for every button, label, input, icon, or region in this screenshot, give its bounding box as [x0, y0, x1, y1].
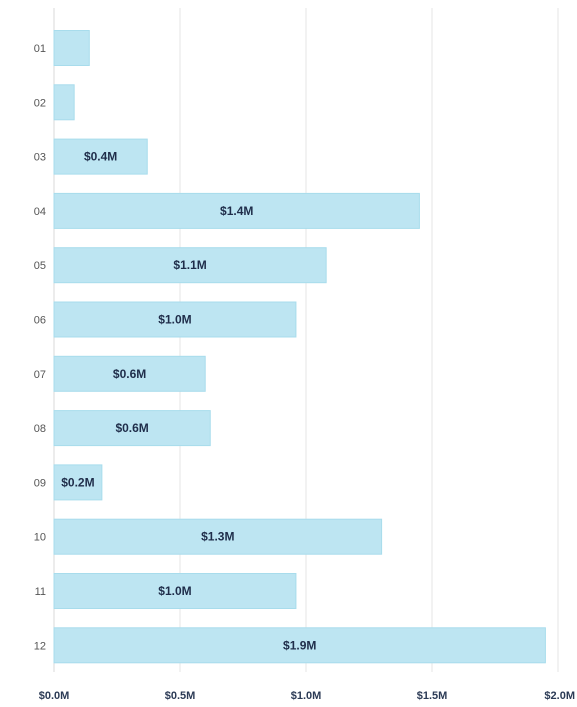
category-label-12: 12	[34, 640, 46, 652]
data-label-09: $0.2M	[61, 475, 94, 489]
bar-06[interactable]	[53, 301, 297, 338]
category-label-03: 03	[34, 152, 46, 164]
x-tick-label-4: $2.0M	[544, 690, 575, 702]
x-tick-label-2: $1.0M	[291, 690, 322, 702]
category-axis: 01 02 03 04 05 06 07 08 09 10 11 12	[34, 43, 46, 652]
data-label-05: $1.1M	[173, 258, 206, 272]
bar-12[interactable]	[53, 627, 546, 664]
gridlines	[53, 8, 559, 672]
bar-02[interactable]	[53, 84, 75, 121]
data-labels: $0.4M $1.4M $1.1M $1.0M $0.6M $0.6M $0.2M $1.3M…	[61, 150, 316, 653]
bar-05[interactable]	[53, 247, 327, 284]
bar-03[interactable]	[53, 138, 148, 175]
bar-11[interactable]	[53, 573, 297, 609]
bar-08[interactable]	[53, 410, 211, 447]
data-label-12: $1.9M	[283, 638, 316, 652]
category-label-01: 01	[34, 43, 46, 55]
value-axis: $0.0M $0.5M $1.0M $1.5M $2.0M	[39, 690, 575, 702]
category-label-05: 05	[34, 260, 46, 272]
category-label-11: 11	[35, 586, 46, 598]
bar-09[interactable]	[53, 464, 103, 501]
data-label-06: $1.0M	[158, 313, 191, 327]
category-label-02: 02	[34, 97, 46, 109]
data-label-11: $1.0M	[158, 584, 191, 598]
bar-10[interactable]	[53, 518, 383, 555]
bar-07[interactable]	[53, 355, 206, 392]
category-label-04: 04	[34, 206, 46, 218]
data-label-10: $1.3M	[201, 530, 234, 544]
category-label-08: 08	[34, 423, 46, 435]
bars	[53, 30, 546, 664]
x-tick-label-0: $0.0M	[39, 690, 70, 702]
x-tick-label-1: $0.5M	[165, 690, 196, 702]
data-label-03: $0.4M	[84, 150, 117, 164]
category-label-10: 10	[34, 532, 46, 544]
bar-01[interactable]	[53, 30, 90, 66]
data-label-04: $1.4M	[220, 204, 253, 218]
category-label-09: 09	[34, 477, 46, 489]
x-tick-label-3: $1.5M	[417, 690, 448, 702]
bar-04[interactable]	[53, 192, 420, 229]
category-label-07: 07	[34, 369, 46, 381]
data-label-08: $0.6M	[115, 421, 148, 435]
category-label-06: 06	[34, 315, 46, 327]
data-label-07: $0.6M	[113, 367, 146, 381]
